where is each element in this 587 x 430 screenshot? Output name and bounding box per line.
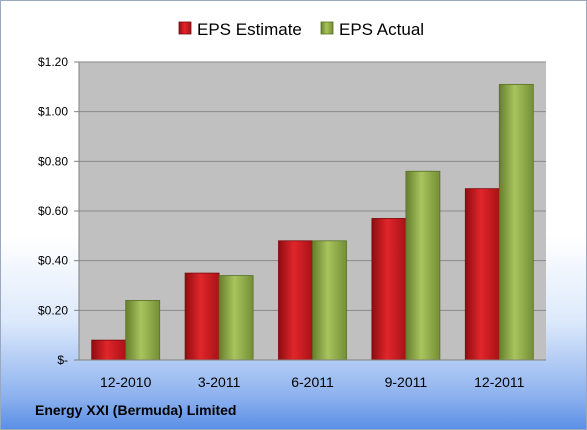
y-tick-label: $1.20: [38, 55, 68, 69]
bar-eps-actual: [125, 299, 161, 361]
bar-eps-estimate: [464, 188, 500, 361]
y-tick-label: $0.40: [38, 254, 68, 268]
x-tick-label: 3-2011: [198, 374, 241, 390]
company-name: Energy XXI (Bermuda) Limited: [35, 402, 237, 418]
bar-eps-estimate: [278, 240, 313, 361]
bar-eps-estimate: [184, 272, 220, 361]
legend-label-eps-estimate: EPS Estimate: [197, 20, 302, 39]
legend-label-eps-actual: EPS Actual: [339, 20, 424, 39]
bars: [91, 83, 534, 361]
bar-eps-actual: [312, 240, 347, 361]
bar-eps-actual: [405, 170, 441, 361]
bar-eps-estimate: [91, 339, 127, 361]
axes: $- $0.20 $0.40 $0.60 $0.80 $1.00 $1.20 12-2010 3…: [38, 55, 546, 390]
y-tick-label: $0.80: [38, 154, 68, 168]
x-tick-label: 6-2011: [291, 374, 334, 390]
legend-swatch-eps-actual: [320, 21, 334, 35]
bar-eps-actual: [218, 275, 254, 361]
y-tick-label: $0.60: [38, 204, 68, 218]
x-tick-label: 12-2010: [100, 374, 152, 390]
bar-eps-actual: [498, 83, 534, 361]
y-tick-label: $0.20: [38, 303, 68, 317]
x-tick-label: 9-2011: [385, 374, 428, 390]
x-tick-label: 12-2011: [474, 374, 525, 390]
legend-swatch-eps-estimate: [178, 21, 192, 35]
y-tick-label: $1.00: [38, 105, 68, 119]
bar-eps-estimate: [371, 218, 407, 361]
y-tick-label: $-: [57, 353, 68, 367]
legend: EPS Estimate EPS Actual: [178, 20, 424, 39]
